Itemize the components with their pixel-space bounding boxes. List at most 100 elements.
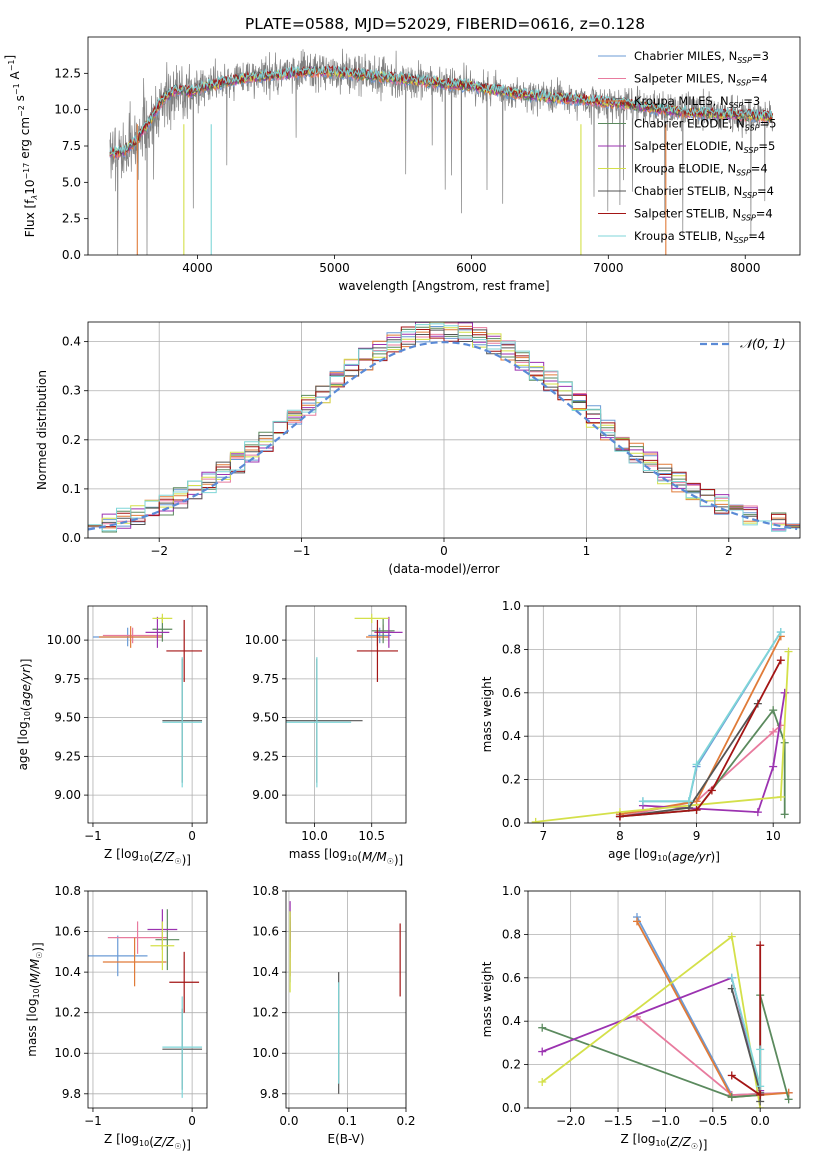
y-tick-label: 0.4 (502, 729, 521, 743)
y-tick-label: 9.25 (54, 749, 81, 763)
y-tick-label: 10.6 (252, 925, 279, 939)
weight-marker (776, 792, 785, 801)
weight-line (642, 692, 786, 814)
y-tick-label: 10.8 (252, 884, 279, 898)
x-tick-label: 4000 (182, 261, 213, 275)
residuals-plot (88, 322, 800, 533)
legend-entry: Kroupa MILES, NSSP=3 (634, 94, 760, 110)
mass-vs-Z-panel: −1 0 9.8 10.0 10.2 10.4 10.6 10.8 Z [log10(Z/Z☉)… (25, 884, 208, 1152)
weight-marker (692, 760, 701, 769)
errorbar-point (356, 619, 398, 682)
weight-vs-Z-plot (538, 913, 793, 1108)
spectrum-axes: 4000 5000 6000 7000 8000 0.0 2.5 5.0 7.5 10.0 12.5… (3, 36, 801, 293)
errorbar-point (169, 951, 200, 1013)
histogram-step-line (88, 326, 800, 529)
spectrum-plot (109, 48, 774, 255)
weight-vs-Z-frame (527, 890, 801, 1109)
weight-marker (756, 941, 765, 950)
errorbar-point (102, 627, 163, 644)
y-tick-label: 12.5 (54, 66, 81, 80)
normal-curve-line (88, 341, 798, 531)
x-tick-label: 6000 (456, 261, 487, 275)
errorbar-point (145, 616, 170, 648)
mass-vs-EBV-grid (286, 890, 407, 1108)
y-tick-label: 9.8 (62, 1087, 81, 1101)
x-axis-label: wavelength [Angstrom, rest frame] (338, 279, 549, 293)
age-vs-mass-frame (285, 605, 407, 824)
weight-vs-Z-grid (528, 890, 800, 1109)
y-axis-label: mass [log10(M/M☉)] (25, 942, 45, 1057)
histogram-step-line (88, 329, 800, 528)
y-axis-label: Normed distribution (35, 370, 49, 490)
age-vs-Z-plot (92, 613, 203, 788)
y-tick-label: 0.0 (502, 816, 521, 830)
errorbar-point (98, 626, 163, 648)
y-tick-label: 0.8 (502, 927, 521, 941)
x-tick-label: 0.0 (279, 1114, 298, 1128)
legend-entry: Kroupa STELIB, NSSP=4 (634, 229, 765, 245)
mass-vs-EBV-panel: 0.0 0.1 0.2 9.8 10.0 10.2 10.4 10.6 10.8 E(B-V) (252, 884, 415, 1146)
weight-vs-age-frame (527, 605, 801, 824)
errorbar-point (162, 657, 203, 788)
errorbar-point (102, 937, 167, 987)
y-tick-label: 10.2 (54, 1006, 81, 1020)
weight-marker (615, 812, 624, 821)
age-vs-mass-grid (286, 606, 406, 823)
errorbar-point (152, 613, 173, 624)
x-tick-label: 7000 (593, 261, 624, 275)
weight-marker (707, 786, 716, 795)
legend-entry: Chabrier STELIB, NSSP=4 (634, 184, 774, 200)
errorbar-point (375, 616, 403, 648)
weight-marker (769, 762, 778, 771)
x-tick-label: 10.5 (358, 829, 385, 843)
errorbar-point (354, 613, 389, 624)
x-axis-label: Z [log10(Z/Z☉)] (621, 1132, 708, 1152)
errorbar-point (107, 921, 168, 954)
spectrum-frame (87, 36, 801, 256)
x-tick-label: −2.0 (556, 1114, 585, 1128)
residuals-grid (88, 322, 800, 539)
y-tick-label: 5.0 (62, 175, 81, 189)
weight-vs-age-axes: 7 8 9 10 0.0 0.2 0.4 0.6 0.8 1.0 age [log10(age/yr… (480, 599, 801, 864)
y-tick-label: 9.50 (252, 711, 279, 725)
weight-line (642, 631, 782, 803)
age-vs-Z-frame (87, 605, 208, 824)
legend-entry: Chabrier MILES, NSSP=3 (634, 49, 769, 65)
y-tick-label: 10.0 (252, 1046, 279, 1060)
weight-marker (780, 810, 789, 819)
errorbar-point (166, 619, 203, 682)
weight-marker (776, 628, 785, 637)
mass-vs-EBV-axes: 0.0 0.1 0.2 9.8 10.0 10.2 10.4 10.6 10.8 E(B-V) (252, 884, 415, 1146)
y-tick-label: 0.0 (502, 1101, 521, 1115)
figure-title: PLATE=0588, MJD=52029, FIBERID=0616, z=0… (245, 15, 645, 33)
weight-marker (538, 1023, 547, 1032)
y-tick-label: 9.25 (252, 749, 279, 763)
y-tick-label: 0.6 (502, 686, 521, 700)
weight-marker (538, 1047, 547, 1056)
age-vs-mass-plot (286, 613, 403, 788)
legend-entry: Salpeter MILES, NSSP=4 (634, 72, 768, 88)
y-axis-label: mass weight (480, 961, 494, 1037)
weight-marker (684, 797, 693, 806)
weight-vs-age-panel: 7 8 9 10 0.0 0.2 0.4 0.6 0.8 1.0 age [log10(age/yr… (480, 599, 801, 864)
mass-vs-Z-grid (88, 890, 207, 1108)
x-tick-label: −1.0 (651, 1114, 680, 1128)
x-tick-label: −1 (84, 1114, 102, 1128)
errorbar-point (88, 935, 148, 977)
legend-entry: Kroupa ELODIE, NSSP=4 (634, 162, 768, 178)
weight-marker (756, 1045, 765, 1054)
x-tick-label: 0 (188, 829, 196, 843)
x-tick-label: −2 (150, 544, 168, 558)
y-tick-label: 10.00 (47, 633, 81, 647)
y-axis-label: Flux [fλ10−17 erg cm−2 s−1 A−1] (3, 55, 39, 237)
weight-marker (784, 1095, 793, 1104)
x-axis-label: age [log10(age/yr)] (608, 847, 720, 864)
y-tick-label: 0.1 (62, 482, 81, 496)
y-axis-label: mass weight (480, 676, 494, 752)
weight-marker (632, 917, 641, 926)
spectrum-legend: Chabrier MILES, NSSP=3 Salpeter MILES, NS… (598, 49, 776, 245)
x-tick-label: 0 (188, 1114, 196, 1128)
mass-vs-EBV-plot (289, 901, 401, 1094)
weight-marker (538, 1077, 547, 1086)
y-tick-label: 0.0 (62, 531, 81, 545)
